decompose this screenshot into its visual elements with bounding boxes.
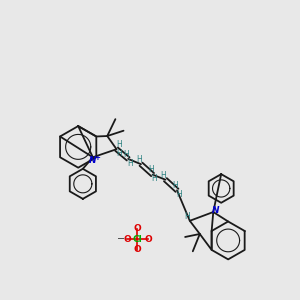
Text: H: H — [176, 190, 182, 199]
Text: −: − — [117, 234, 125, 244]
Text: O: O — [123, 235, 131, 244]
Text: H: H — [116, 140, 122, 149]
Text: Cl: Cl — [133, 235, 142, 244]
Text: O: O — [144, 235, 152, 244]
Text: H: H — [172, 181, 178, 190]
Text: +: + — [94, 155, 100, 161]
Text: H: H — [148, 166, 154, 175]
Text: O: O — [134, 245, 141, 254]
Text: N: N — [212, 206, 219, 215]
Text: H: H — [116, 149, 122, 158]
Text: N: N — [88, 155, 96, 164]
Text: H: H — [160, 171, 166, 180]
Text: H: H — [136, 155, 142, 164]
Text: H: H — [123, 150, 129, 159]
Text: O: O — [134, 224, 141, 233]
Text: H: H — [152, 174, 157, 183]
Text: H: H — [127, 158, 133, 167]
Text: H: H — [184, 212, 190, 221]
